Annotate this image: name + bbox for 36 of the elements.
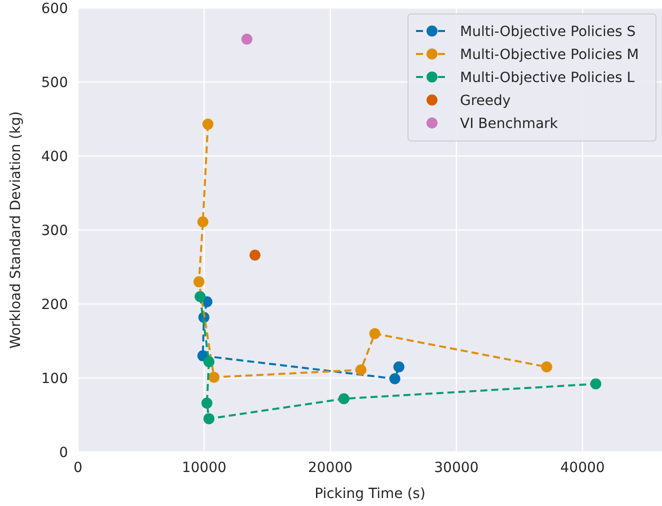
point xyxy=(389,373,400,384)
point xyxy=(590,378,602,390)
legend-label: Multi-Objective Policies M xyxy=(460,47,639,63)
point xyxy=(249,250,260,261)
point xyxy=(369,328,380,340)
legend-label: Multi-Objective Policies L xyxy=(460,70,635,86)
point xyxy=(197,216,208,228)
point xyxy=(241,34,252,45)
y-tick-label: 300 xyxy=(41,223,68,239)
point xyxy=(193,276,204,288)
point xyxy=(194,291,206,302)
point xyxy=(202,118,214,130)
point xyxy=(393,361,404,372)
y-tick-label: 400 xyxy=(41,149,68,165)
x-tick-label: 30000 xyxy=(434,460,479,476)
y-tick-label: 0 xyxy=(59,445,68,461)
x-tick-label: 0 xyxy=(74,460,82,476)
x-tick-label: 10000 xyxy=(182,460,226,476)
x-tick-label: 20000 xyxy=(308,460,353,476)
legend-label: Greedy xyxy=(460,93,511,109)
x-tick-label: 40000 xyxy=(560,460,605,476)
y-tick-label: 500 xyxy=(41,75,68,91)
y-tick-label: 100 xyxy=(41,371,68,387)
point xyxy=(208,372,220,383)
y-axis-title: Workload Standard Deviation (kg) xyxy=(8,111,24,349)
point xyxy=(338,393,350,404)
y-tick-label: 600 xyxy=(41,1,68,17)
point xyxy=(203,413,214,424)
y-tick-label: 200 xyxy=(41,297,68,313)
point xyxy=(201,398,212,409)
x-axis-title: Picking Time (s) xyxy=(314,486,426,502)
legend-label: VI Benchmark xyxy=(460,116,559,132)
legend-label: Multi-Objective Policies S xyxy=(460,24,636,40)
point xyxy=(203,356,214,368)
point xyxy=(355,364,366,376)
point xyxy=(541,361,552,372)
